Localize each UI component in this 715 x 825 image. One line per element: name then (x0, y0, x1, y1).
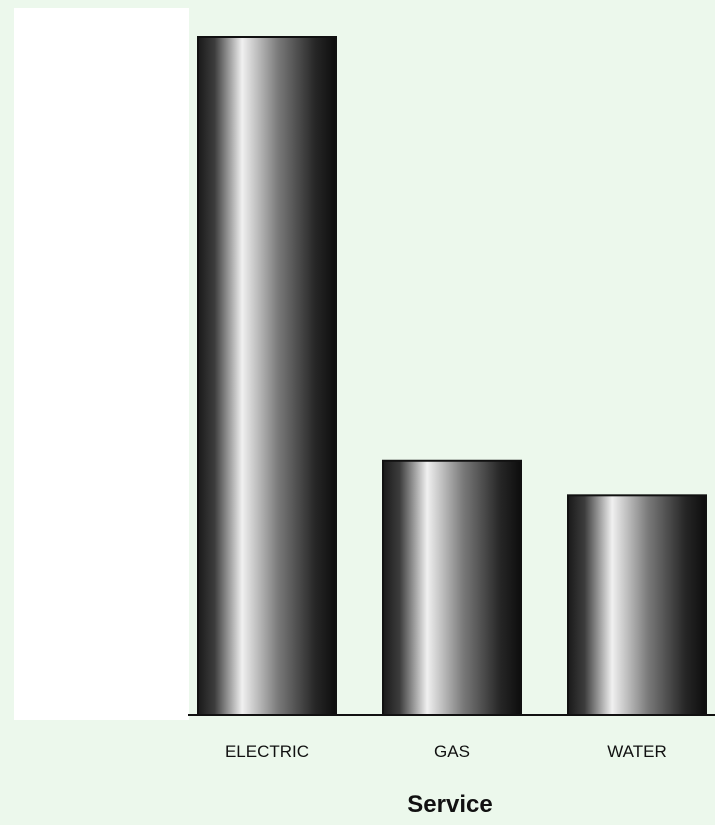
bar-gas (382, 459, 522, 716)
bar-water (567, 494, 707, 716)
plot-panel (14, 8, 189, 720)
x-tick-label-water: WATER (607, 742, 667, 761)
x-tick-label-electric: ELECTRIC (225, 742, 309, 761)
x-axis-title: Service (407, 791, 492, 818)
x-tick-label-gas: GAS (434, 742, 470, 761)
bars-layer (197, 36, 707, 716)
bar-electric (197, 36, 337, 716)
x-tick-labels: ELECTRIC GAS WATER (225, 742, 667, 761)
